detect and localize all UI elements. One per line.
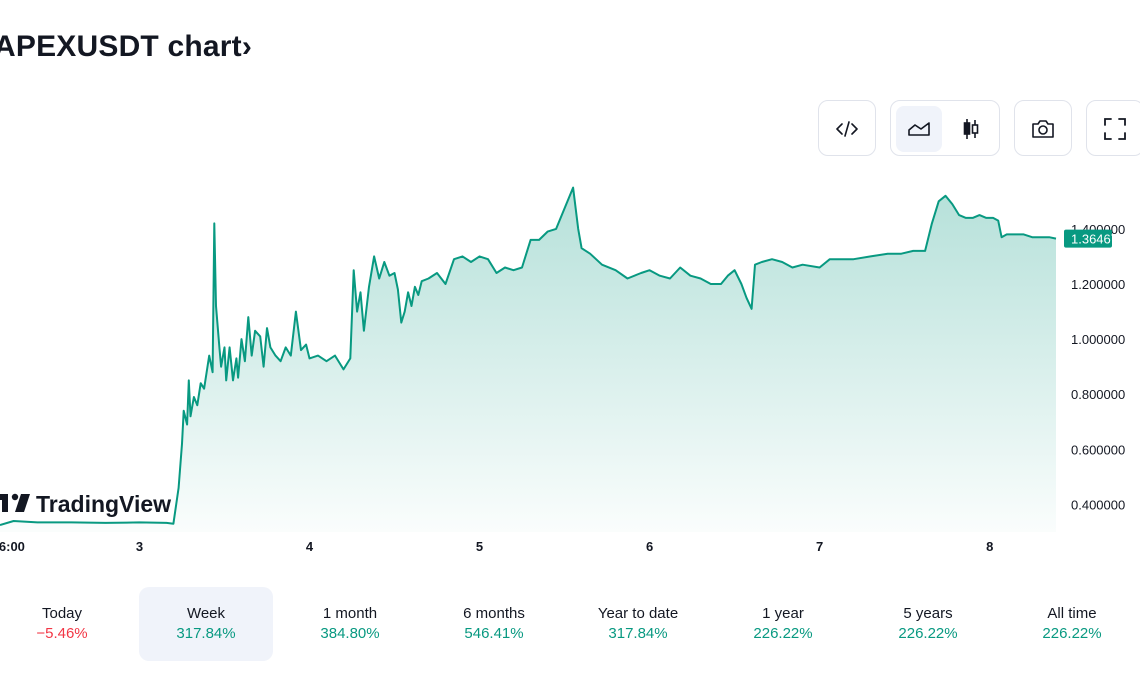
period-label: Today <box>41 605 83 622</box>
period-label: 5 years <box>903 605 953 622</box>
x-axis: 6:00 3 4 5 6 7 8 <box>0 539 993 554</box>
chart-type-group <box>890 100 1000 156</box>
tradingview-logo-icon <box>0 493 30 512</box>
watermark-text: TradingView <box>36 491 171 517</box>
period-change-value: 226.22% <box>898 625 958 642</box>
period-tab[interactable]: 1 month 384.80% <box>283 587 417 661</box>
y-tick-label: 1.000000 <box>1071 332 1125 347</box>
period-change-value: −5.46% <box>36 625 88 642</box>
y-tick-label: 1.200000 <box>1071 277 1125 292</box>
period-change-value: 226.22% <box>1042 625 1102 642</box>
tradingview-watermark: TradingView <box>0 491 171 517</box>
snapshot-button[interactable] <box>1020 106 1066 152</box>
x-tick-label: 7 <box>816 539 823 554</box>
period-change-value: 317.84% <box>608 625 668 642</box>
candles-icon <box>963 119 979 139</box>
period-label: 6 months <box>463 605 525 622</box>
period-change-value: 546.41% <box>464 625 524 642</box>
period-change-value: 317.84% <box>176 625 236 642</box>
period-tab[interactable]: Year to date 317.84% <box>571 587 705 661</box>
page-title[interactable]: APEXUSDT chart› <box>0 30 252 64</box>
area-chart-button[interactable] <box>896 106 942 152</box>
price-tag-background <box>1064 229 1112 248</box>
chart-toolbar <box>0 100 1140 158</box>
period-label: 1 year <box>762 605 804 622</box>
area-fill <box>0 187 1056 532</box>
snapshot-group <box>1014 100 1072 156</box>
period-label: 1 month <box>322 605 378 622</box>
x-tick-label: 6 <box>646 539 653 554</box>
x-tick-label: 5 <box>476 539 483 554</box>
fullscreen-group <box>1086 100 1140 156</box>
price-tag-value: 1.364676 <box>1071 232 1125 247</box>
period-tab[interactable]: All time 226.22% <box>1005 587 1139 661</box>
period-change-value: 226.22% <box>753 625 813 642</box>
y-tick-label: 0.800000 <box>1071 387 1125 402</box>
period-tab[interactable]: 1 year 226.22% <box>716 587 850 661</box>
x-tick-label: 6:00 <box>0 539 25 554</box>
fullscreen-button[interactable] <box>1092 106 1138 152</box>
y-tick-label: 0.400000 <box>1071 497 1125 512</box>
period-tab[interactable]: Week 317.84% <box>139 587 273 661</box>
price-chart[interactable]: TradingView 0.400000 0.600000 0.800000 1.00… <box>0 160 1140 570</box>
period-change-value: 384.80% <box>320 625 380 642</box>
x-tick-label: 4 <box>306 539 314 554</box>
area-chart-icon <box>908 122 930 136</box>
period-label: Year to date <box>597 605 679 622</box>
embed-group <box>818 100 876 156</box>
y-tick-label: 0.600000 <box>1071 442 1125 457</box>
title-text: APEXUSDT chart <box>0 30 242 63</box>
x-tick-label: 8 <box>986 539 993 554</box>
embed-code-button[interactable] <box>824 106 870 152</box>
period-tab[interactable]: 6 months 546.41% <box>427 587 561 661</box>
code-icon <box>836 121 858 137</box>
period-selector: Today −5.46% Week 317.84% 1 month 384.80% 6 mo… <box>0 587 1140 661</box>
last-price-tag: 1.364676 <box>1064 229 1125 248</box>
period-tab[interactable]: Today −5.46% <box>0 587 129 661</box>
period-tab[interactable]: 5 years 226.22% <box>861 587 995 661</box>
period-label: All time <box>1047 605 1097 622</box>
period-label: Week <box>186 605 226 622</box>
price-line <box>0 186 1057 527</box>
x-tick-label: 3 <box>136 539 143 554</box>
camera-icon <box>1032 120 1054 138</box>
y-axis: 0.400000 0.600000 0.800000 1.000000 1.200000… <box>1071 222 1125 513</box>
candle-chart-button[interactable] <box>948 106 994 152</box>
chevron-right-icon: › <box>241 30 253 63</box>
fullscreen-icon <box>1104 118 1126 140</box>
